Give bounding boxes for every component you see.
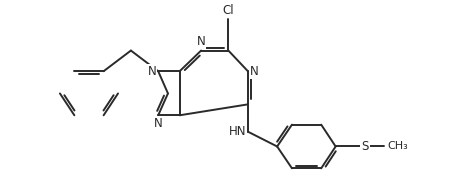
Text: N: N [148,65,156,78]
Text: S: S [361,140,369,153]
Text: Cl: Cl [223,4,234,17]
Text: HN: HN [229,125,246,138]
Text: N: N [250,65,259,78]
Text: CH₃: CH₃ [387,142,408,152]
Text: N: N [154,117,163,130]
Text: N: N [197,35,206,48]
